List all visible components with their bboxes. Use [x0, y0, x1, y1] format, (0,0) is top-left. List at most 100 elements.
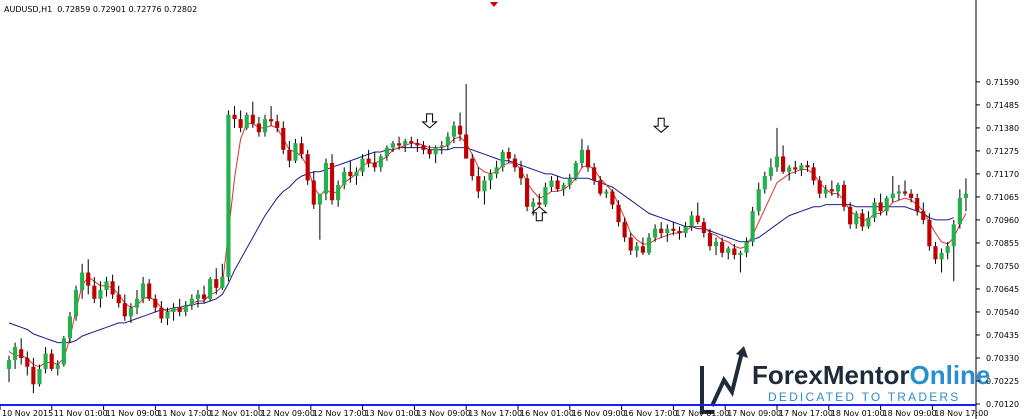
candle-body — [634, 246, 639, 251]
candle-body — [909, 193, 914, 199]
bullish-candle — [494, 160, 499, 179]
bearish-candle — [256, 116, 261, 137]
candle-body — [957, 198, 962, 225]
time-tick-label: 16 Nov 17:00 — [624, 409, 678, 418]
bearish-candle — [707, 228, 713, 251]
price-tick-label: 0.70435 — [986, 331, 1019, 340]
bullish-candle — [43, 347, 48, 374]
bearish-candle — [201, 285, 207, 304]
candlesticks — [6, 84, 969, 394]
candle-body — [817, 180, 822, 194]
bullish-candle — [360, 154, 365, 177]
bullish-candle — [208, 276, 213, 302]
bearish-candle — [305, 149, 310, 185]
candle-body — [744, 241, 749, 253]
candle-body — [573, 162, 578, 179]
down-arrow-signal-icon — [421, 113, 438, 129]
candle-body — [269, 119, 274, 122]
bearish-candle — [329, 154, 335, 205]
candle-body — [677, 230, 682, 234]
bullish-candle — [500, 149, 505, 172]
bullish-candle — [13, 342, 18, 369]
bearish-candle — [287, 141, 292, 168]
candle-body — [220, 276, 225, 288]
candle-body — [848, 206, 853, 225]
candle-body — [171, 307, 176, 312]
bullish-candle — [890, 176, 895, 203]
bearish-candle — [677, 226, 682, 240]
candle-body — [244, 114, 249, 128]
bearish-candle — [909, 189, 914, 203]
candle-body — [281, 127, 286, 150]
bearish-candle — [878, 193, 883, 216]
chart-shift-marker-icon[interactable] — [490, 2, 498, 7]
time-tick-label: 12 Nov 17:00 — [313, 409, 367, 418]
bullish-candle — [768, 158, 773, 181]
bearish-candle — [397, 136, 402, 150]
slow-moving-average-line — [8, 147, 954, 344]
candle-body — [214, 279, 219, 288]
bearish-candle — [902, 180, 908, 196]
candle-body — [13, 347, 18, 361]
signal-arrows — [421, 113, 670, 222]
time-tick-label: 10 Nov 2015 — [2, 409, 53, 418]
bullish-candle — [744, 237, 749, 258]
candle-body — [342, 171, 347, 185]
candle-body — [628, 237, 633, 251]
down-arrow-signal-icon — [652, 117, 670, 133]
bearish-candle — [640, 237, 645, 255]
candle-body — [963, 193, 969, 199]
candle-body — [884, 198, 889, 212]
candle-body — [262, 119, 268, 133]
bullish-candle — [61, 336, 66, 367]
candle-body — [653, 228, 658, 238]
candle-body — [781, 156, 786, 172]
candle-body — [445, 136, 450, 146]
candle-body — [915, 198, 920, 212]
candle-body — [128, 307, 133, 317]
candle-body — [43, 353, 48, 369]
candle-body — [768, 167, 773, 177]
moving-averages — [8, 123, 967, 368]
bearish-candle — [31, 357, 36, 394]
candle-body — [738, 252, 743, 255]
ohlc-values: 0.72859 0.72901 0.72776 0.72802 — [57, 5, 197, 14]
candle-body — [604, 191, 609, 194]
time-tick-label: 12 Nov 09:00 — [261, 409, 315, 418]
candle-body — [951, 224, 956, 247]
price-axis[interactable]: 0.71590 0.71485 0.71380 0.71275 0.71170 0.710… — [976, 78, 1019, 409]
candle-body — [323, 162, 329, 194]
candle-body — [592, 167, 597, 181]
candle-body — [116, 294, 121, 304]
candle-body — [6, 360, 12, 369]
time-tick-label: 11 Nov 17:00 — [157, 409, 211, 418]
candle-body — [665, 228, 670, 234]
bearish-candle — [695, 202, 700, 225]
bearish-candle — [585, 145, 591, 172]
candle-body — [518, 167, 524, 179]
price-tick-label: 0.71275 — [986, 147, 1019, 156]
bullish-candle — [134, 290, 140, 315]
bullish-candle — [384, 145, 389, 161]
candle-body — [823, 189, 828, 194]
candle-body — [720, 241, 725, 253]
bullish-candle — [799, 162, 804, 177]
price-tick-label: 0.70855 — [986, 239, 1019, 248]
bearish-candle — [829, 180, 834, 196]
bearish-candle — [628, 233, 633, 255]
candle-body — [49, 353, 54, 369]
bearish-candle — [659, 222, 664, 238]
candle-body — [854, 213, 859, 225]
bullish-candle — [293, 138, 298, 163]
price-tick-label: 0.70645 — [986, 285, 1019, 294]
candle-body — [73, 290, 79, 317]
time-tick-label: 13 Nov 01:00 — [365, 409, 419, 418]
bearish-candle — [927, 213, 932, 251]
bullish-candle — [342, 167, 347, 190]
bullish-candle — [634, 241, 639, 258]
bullish-candle — [220, 263, 225, 291]
candle-body — [707, 233, 713, 247]
candle-body — [488, 173, 493, 181]
